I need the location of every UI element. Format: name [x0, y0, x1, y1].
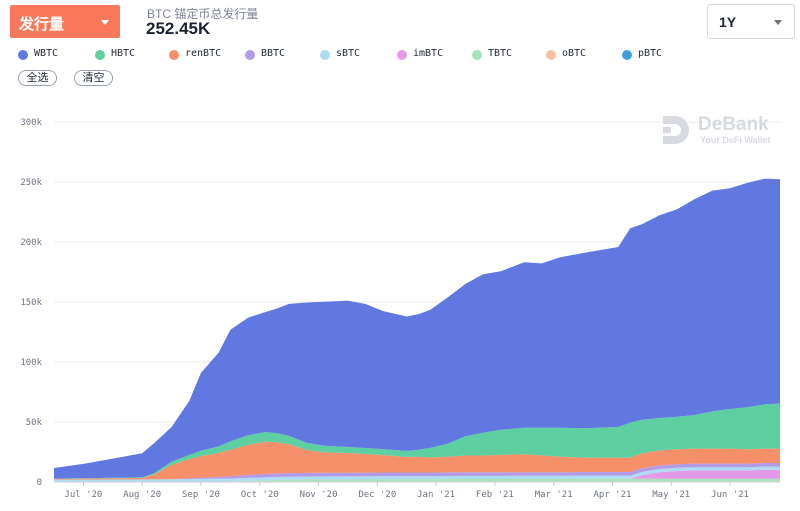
- area-series-sbtc[interactable]: [54, 466, 780, 482]
- area-series-tbtc[interactable]: [54, 478, 780, 482]
- metric-select-label: 发行量: [19, 16, 65, 33]
- legend-dot-icon: [169, 50, 179, 60]
- x-tick-label: Nov '20: [300, 490, 338, 500]
- y-tick-label: 300k: [20, 118, 42, 128]
- legend-dot-icon: [245, 50, 255, 60]
- x-tick-label: May '21: [652, 490, 690, 500]
- legend-label: WBTC: [34, 48, 59, 59]
- legend-label: renBTC: [185, 48, 222, 59]
- legend-dot-icon: [320, 50, 330, 60]
- legend-label: imBTC: [413, 48, 444, 59]
- area-series-imbtc[interactable]: [54, 469, 780, 482]
- area-series-renbtc[interactable]: [54, 441, 780, 480]
- area-series-wbtc[interactable]: [54, 178, 780, 479]
- legend-label: pBTC: [638, 48, 663, 59]
- x-tick-label: Mar '21: [535, 490, 573, 500]
- x-tick-label: Jun '21: [711, 490, 749, 500]
- legend-label: oBTC: [562, 48, 587, 59]
- y-tick-label: 0: [37, 478, 42, 488]
- x-tick-label: Apr '21: [593, 490, 631, 500]
- select-all-button[interactable]: 全选: [18, 70, 57, 86]
- metric-select[interactable]: 发行量: [10, 5, 120, 38]
- x-tick-label: Sep '20: [182, 490, 220, 500]
- legend-label: BBTC: [261, 48, 286, 59]
- range-select-label: 1Y: [719, 14, 737, 30]
- area-series-hbtc[interactable]: [54, 403, 780, 479]
- x-tick-label: Feb '21: [476, 490, 514, 500]
- legend-dot-icon: [472, 50, 482, 60]
- x-tick-label: Jan '21: [417, 490, 455, 500]
- legend-dot-icon: [397, 50, 407, 60]
- legend-label: HBTC: [111, 48, 136, 59]
- supply-caption: BTC 锚定币总发行量: [147, 7, 259, 21]
- range-select[interactable]: 1Y: [707, 4, 795, 39]
- debank-logo-icon: [663, 116, 689, 144]
- y-tick-label: 100k: [20, 358, 42, 368]
- chart-legend: WBTC HBTC renBTC BBTC sBTC imBTC TBTC oBTC pBTC: [0, 45, 800, 65]
- watermark-subtitle: Your DeFi Wallet: [700, 135, 771, 145]
- x-tick-label: Oct '20: [241, 490, 279, 500]
- x-tick-label: Aug '20: [123, 490, 161, 500]
- legend-dot-icon: [95, 50, 105, 60]
- x-tick-label: Dec '20: [358, 490, 396, 500]
- x-tick-label: Jul '20: [64, 490, 102, 500]
- watermark-title: DeBank: [698, 114, 769, 135]
- legend-dot-icon: [18, 50, 28, 60]
- legend-label: sBTC: [336, 48, 361, 59]
- chevron-down-icon: [774, 20, 782, 25]
- debank-watermark: DeBank Your DeFi Wallet: [660, 114, 780, 148]
- clear-button[interactable]: 清空: [74, 70, 113, 86]
- legend-label: TBTC: [488, 48, 513, 59]
- y-tick-label: 250k: [20, 178, 42, 188]
- y-tick-label: 200k: [20, 238, 42, 248]
- y-tick-label: 50k: [26, 418, 43, 428]
- legend-dot-icon: [546, 50, 556, 60]
- legend-dot-icon: [622, 50, 632, 60]
- y-tick-label: 150k: [20, 298, 42, 308]
- chevron-down-icon: [101, 20, 109, 25]
- supply-value: 252.45K: [146, 19, 211, 38]
- area-series-bbtc[interactable]: [54, 463, 780, 480]
